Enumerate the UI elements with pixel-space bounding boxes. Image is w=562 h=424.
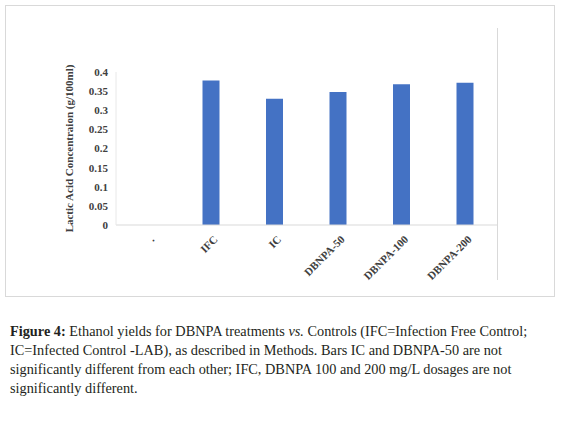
svg-text:.: . <box>146 233 157 244</box>
svg-text:0.4: 0.4 <box>94 66 108 78</box>
svg-text:IC: IC <box>266 233 283 250</box>
svg-text:0.2: 0.2 <box>94 142 108 154</box>
svg-text:IFC: IFC <box>198 233 220 255</box>
html-text:Figure 4: Ethanol yields for D: Figure 4: Ethanol yields for DBNPA treat… <box>10 323 528 396</box>
svg-text:0.3: 0.3 <box>94 104 108 116</box>
svg-text:0.25: 0.25 <box>89 123 109 135</box>
svg-text:DBNPA-100: DBNPA-100 <box>361 233 410 282</box>
svg-text:0: 0 <box>103 219 109 231</box>
svg-text:Lactic Acid Concentraion (g/10: Lactic Acid Concentraion (g/100ml) <box>63 64 76 232</box>
svg-text:0.05: 0.05 <box>89 200 109 212</box>
svg-text:0.1: 0.1 <box>94 181 108 193</box>
svg-text:DBNPA-200: DBNPA-200 <box>425 233 474 282</box>
svg-text:0.15: 0.15 <box>89 162 109 174</box>
svg-text:DBNPA-50: DBNPA-50 <box>302 233 347 278</box>
svg-text:0.35: 0.35 <box>89 85 109 97</box>
